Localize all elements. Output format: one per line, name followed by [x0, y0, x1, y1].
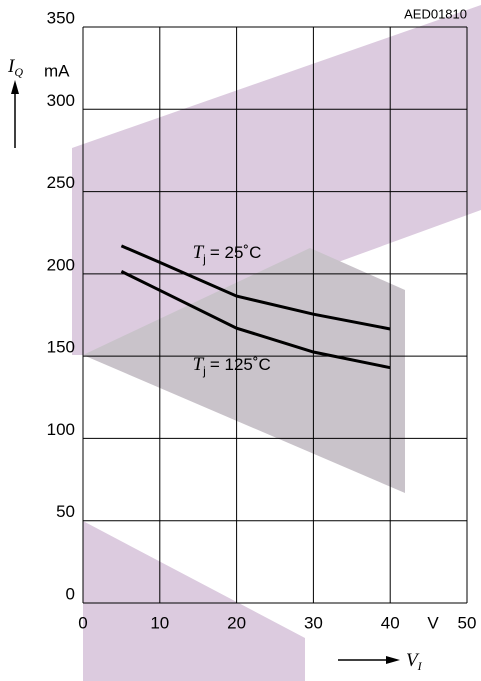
- y-tick-label: 200: [47, 255, 75, 274]
- x-tick-label: 50: [458, 613, 477, 632]
- y-axis-symbol: IQ: [7, 56, 23, 78]
- watermark-shape: [83, 248, 405, 493]
- curve: [120, 270, 391, 370]
- figure-code: AED01810: [404, 6, 467, 21]
- curve-label-text: = 25˚C: [210, 244, 262, 263]
- y-tick-label: 300: [47, 91, 75, 110]
- watermark-bottom: [83, 521, 305, 681]
- curve: [120, 244, 391, 331]
- y-axis-subscript: Q: [14, 65, 23, 79]
- y-tick-label: 50: [56, 502, 75, 521]
- curve-label-subscript: j: [202, 364, 206, 378]
- y-tick-label: 0: [66, 584, 75, 603]
- y-axis-symbol-text: I: [7, 56, 16, 77]
- curve-label-symbol: T: [193, 242, 205, 263]
- x-axis-subscript: I: [417, 659, 423, 673]
- y-tick-label: 350: [47, 8, 75, 27]
- y-axis-unit: mA: [44, 61, 70, 80]
- y-tick-label: 150: [47, 338, 75, 357]
- x-axis-symbol-text: V: [406, 650, 420, 671]
- y-tick-label: 100: [47, 420, 75, 439]
- curve-label: Tj = 125˚C: [193, 355, 271, 379]
- x-tick-label: 40: [381, 613, 400, 632]
- curve-label-symbol: T: [193, 355, 205, 376]
- curve-label-text: = 125˚C: [210, 356, 271, 375]
- x-tick-label: 10: [150, 613, 169, 632]
- curve-label-subscript: j: [202, 252, 206, 266]
- x-arrowhead: [386, 656, 400, 664]
- x-tick-label: 0: [78, 613, 87, 632]
- y-tick-label: 250: [47, 173, 75, 192]
- watermark: [72, 5, 481, 681]
- x-axis-unit: V: [427, 613, 439, 632]
- y-arrowhead: [11, 80, 19, 94]
- x-axis-symbol: VI: [406, 650, 423, 672]
- curve-label: Tj = 25˚C: [193, 242, 262, 266]
- x-tick-label: 20: [227, 613, 246, 632]
- x-tick-label: 30: [304, 613, 323, 632]
